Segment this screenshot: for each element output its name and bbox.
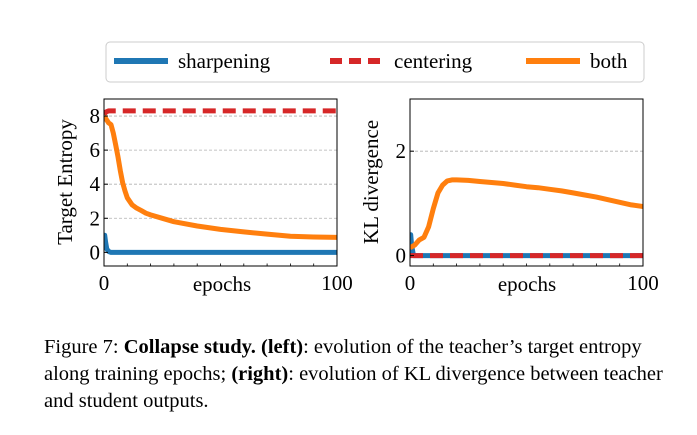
left-y-ticks: 0 2 4 6 8 bbox=[90, 104, 108, 264]
legend-label-sharpening: sharpening bbox=[178, 49, 271, 73]
left-panel: 0 2 4 6 8 0 100 epochs Target Entropy bbox=[53, 98, 353, 296]
left-y-tick-label: 2 bbox=[90, 206, 101, 230]
right-plot-lines bbox=[410, 177, 643, 259]
left-plot-lines bbox=[104, 108, 337, 255]
right-x-tick-label: 0 bbox=[405, 271, 416, 295]
left-series-sharpening bbox=[104, 232, 337, 255]
right-y-tick-label: 2 bbox=[396, 139, 407, 163]
right-series-sharpening bbox=[410, 232, 643, 259]
right-x-ticks: 0 100 bbox=[405, 262, 659, 295]
right-panel: 02 0 100 epochs KL divergence bbox=[359, 98, 659, 296]
left-x-tick-label: 100 bbox=[321, 271, 353, 295]
right-y-axis-label: KL divergence bbox=[359, 120, 383, 244]
left-y-tick-label: 4 bbox=[90, 172, 101, 196]
left-grid bbox=[104, 115, 337, 253]
right-series-both bbox=[410, 177, 643, 250]
caption-title: Collapse study. bbox=[123, 336, 256, 358]
legend-label-centering: centering bbox=[394, 49, 473, 73]
left-series-centering bbox=[104, 108, 337, 116]
caption-prefix: Figure 7: bbox=[44, 336, 124, 358]
right-y-ticks: 02 bbox=[396, 139, 414, 268]
legend-label-both: both bbox=[590, 49, 628, 73]
left-y-tick-label: 6 bbox=[90, 138, 101, 162]
left-y-tick-label: 8 bbox=[90, 104, 101, 128]
legend: sharpening centering both bbox=[105, 41, 645, 83]
left-x-axis-label: epochs bbox=[193, 272, 251, 296]
left-y-axis-label: Target Entropy bbox=[53, 119, 77, 245]
left-x-ticks: 0 100 bbox=[99, 262, 353, 295]
caption-right-text: : evolution of KL divergence between tea… bbox=[44, 363, 663, 412]
left-y-tick-label: 0 bbox=[90, 240, 101, 264]
right-x-axis-label: epochs bbox=[498, 272, 556, 296]
right-x-tick-label: 100 bbox=[627, 271, 659, 295]
caption-right-marker: (right) bbox=[231, 363, 289, 385]
left-axes-frame bbox=[103, 98, 338, 267]
right-y-tick-label: 0 bbox=[396, 244, 407, 268]
caption-left-text: : evolution of the teacher’s target entr… bbox=[44, 336, 642, 385]
caption-left-marker: (left) bbox=[261, 336, 304, 358]
left-x-tick-label: 0 bbox=[99, 271, 110, 295]
right-grid bbox=[410, 150, 643, 256]
figure-caption: Figure 7: Collapse study. (left): evolut… bbox=[44, 334, 684, 415]
left-series-both bbox=[104, 114, 337, 240]
